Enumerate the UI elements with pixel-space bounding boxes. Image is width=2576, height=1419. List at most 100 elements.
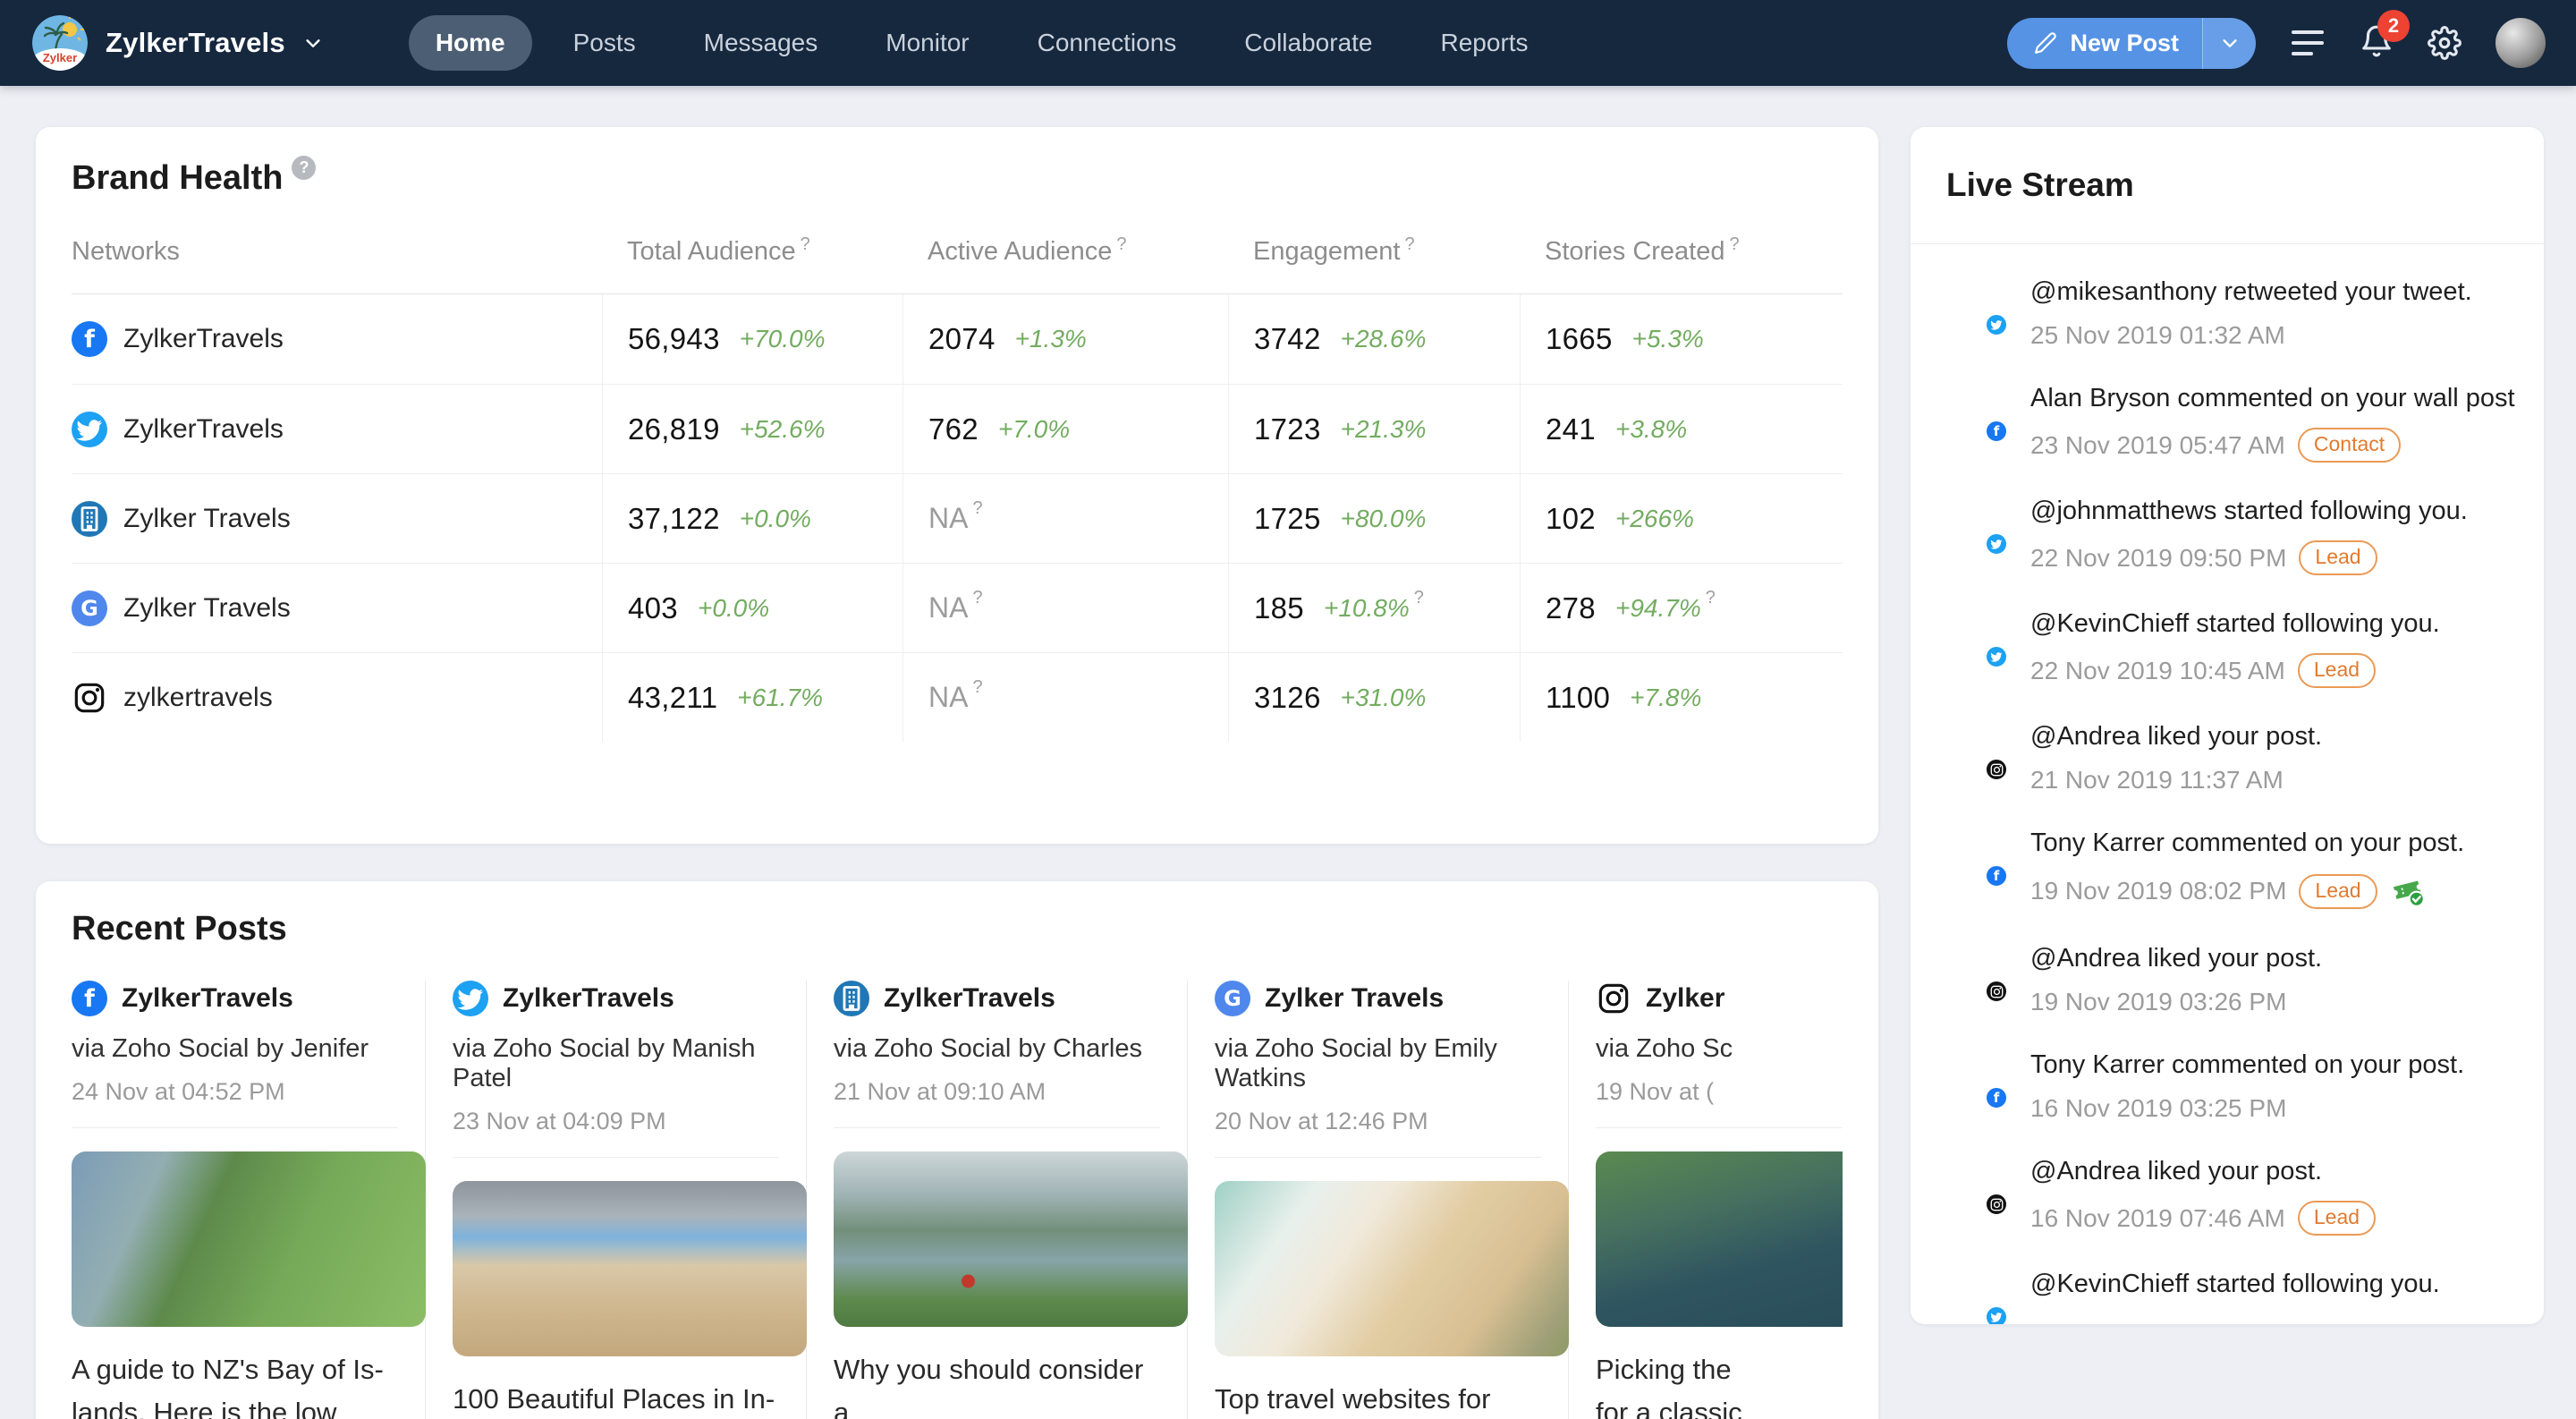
stream-item[interactable]: @johnmatthews started following you. 22 … [1946, 496, 2508, 575]
tab-monitor[interactable]: Monitor [886, 29, 970, 56]
stream-item[interactable]: f Tony Karrer commented on your post. 19… [1946, 828, 2508, 910]
twitter-icon [1984, 312, 2009, 337]
brand-logo: Zylker [32, 15, 88, 71]
network-account[interactable]: zylkertravels [72, 652, 602, 742]
metric-cell: 37,122 +0.0% [602, 473, 902, 563]
instagram-icon [1984, 979, 2009, 1004]
post-account[interactable]: ZylkerTravels [453, 981, 779, 1016]
stream-item[interactable]: @KevinChieff started following you. [1946, 1269, 2508, 1324]
help-icon[interactable]: ? [1729, 234, 1740, 254]
brand-switcher[interactable]: Zylker ZylkerTravels [32, 15, 323, 71]
feed-menu-icon[interactable] [2290, 25, 2326, 61]
facebook-icon: f [1984, 1085, 2009, 1110]
post-image[interactable] [453, 1181, 807, 1356]
avatar [1946, 943, 2009, 1004]
timestamp: 16 Nov 2019 07:46 AM [2030, 1203, 2285, 1232]
stream-item[interactable]: @Andrea liked your post. 16 Nov 2019 07:… [1946, 1156, 2508, 1236]
stream-item[interactable]: @Andrea liked your post. 19 Nov 2019 03:… [1946, 943, 2508, 1016]
gear-icon[interactable] [2428, 26, 2462, 60]
network-account[interactable]: G Zylker Travels [72, 563, 602, 652]
post-via: via Zoho Social by Emily Watkins [1215, 1034, 1497, 1092]
help-icon[interactable]: ? [800, 234, 810, 254]
post-image[interactable] [72, 1151, 426, 1327]
network-account[interactable]: Zylker Travels [72, 473, 602, 563]
tab-posts[interactable]: Posts [572, 29, 636, 56]
stream-item[interactable]: @KevinChieff started following you. 22 N… [1946, 608, 2508, 688]
metric-cell: NA? [902, 563, 1228, 652]
divider [72, 1127, 398, 1128]
help-icon[interactable]: ? [1413, 588, 1424, 608]
recent-posts-title: Recent Posts [72, 910, 287, 947]
twitter-icon [453, 981, 488, 1016]
post-image[interactable] [834, 1151, 1188, 1327]
facebook-icon: f [72, 981, 107, 1016]
divider [1215, 1157, 1541, 1158]
metric-cell: 762 +7.0% [902, 384, 1228, 473]
metric-cell: 185 +10.8%? [1228, 563, 1520, 652]
help-icon[interactable]: ? [1404, 234, 1415, 254]
post-text[interactable]: Why you should consider asummer holiday … [834, 1354, 1144, 1419]
post-account[interactable]: f ZylkerTravels [72, 981, 398, 1016]
timestamp: 25 Nov 2019 01:32 AM [2030, 321, 2285, 349]
chevron-down-icon [306, 39, 320, 47]
stream-item[interactable]: @mikesanthony retweeted your tweet. 25 N… [1946, 276, 2508, 350]
post-date: 19 Nov at ( [1596, 1078, 1715, 1105]
column-header-engagement: Engagement? [1228, 234, 1520, 294]
divider [453, 1157, 779, 1158]
column-header-active-audience: Active Audience? [902, 234, 1228, 294]
post-account[interactable]: G Zylker Travels [1215, 981, 1541, 1016]
help-icon[interactable]: ? [972, 498, 983, 518]
divider [834, 1127, 1160, 1128]
recent-posts-card: Recent Posts f ZylkerTravels via Zoho So… [36, 881, 1878, 1419]
avatar [1946, 721, 2009, 782]
post-text[interactable]: A guide to NZ's Bay of Is-lands. Here is… [72, 1354, 384, 1419]
help-icon[interactable]: ? [292, 156, 317, 180]
stream-item[interactable]: f Tony Karrer commented on your post. 16… [1946, 1049, 2508, 1123]
new-post-label: New Post [2070, 29, 2179, 56]
network-account[interactable]: ZylkerTravels [72, 384, 602, 473]
post-image[interactable] [1215, 1181, 1569, 1356]
help-icon[interactable]: ? [1705, 588, 1716, 608]
post-image[interactable] [1596, 1151, 1843, 1327]
top-navbar: Zylker ZylkerTravels Home Posts Messages… [0, 0, 2576, 86]
post-card: G Zylker Travels via Zoho Social by Emil… [1215, 981, 1569, 1419]
post-via: via Zoho Social by Manish Patel [453, 1034, 756, 1092]
column-header-total-audience: Total Audience? [602, 234, 902, 294]
avatar [1946, 496, 2009, 557]
tab-messages[interactable]: Messages [703, 29, 818, 56]
lead-badge: Lead [2299, 540, 2377, 575]
help-icon[interactable]: ? [972, 588, 983, 608]
metric-cell: NA? [902, 473, 1228, 563]
post-account[interactable]: Zylker [1596, 981, 1843, 1016]
help-icon[interactable]: ? [1116, 234, 1127, 254]
tab-reports[interactable]: Reports [1440, 29, 1529, 56]
instagram-icon [1596, 981, 1631, 1016]
stream-item[interactable]: f Alan Bryson commented on your wall pos… [1946, 383, 2515, 463]
tab-collaborate[interactable]: Collaborate [1244, 29, 1373, 56]
help-icon[interactable]: ? [972, 677, 983, 697]
new-post-dropdown-button[interactable] [2202, 17, 2256, 69]
post-text[interactable]: 100 Beautiful Places in In-dia http://ww… [453, 1383, 775, 1415]
metric-cell: 1725 +80.0% [1228, 473, 1520, 563]
tab-home[interactable]: Home [408, 15, 532, 71]
metric-cell: 3126 +31.0% [1228, 652, 1520, 742]
post-text[interactable]: Picking the for a classic [1596, 1354, 1742, 1419]
new-post-button[interactable]: New Post [2007, 18, 2202, 69]
post-via: via Zoho Social by Jenifer [72, 1034, 369, 1063]
user-avatar[interactable] [2496, 18, 2546, 68]
brand-health-table: Networks Total Audience? Active Audience… [72, 234, 1843, 742]
avatar [1946, 1269, 2009, 1324]
timestamp: 22 Nov 2019 09:50 PM [2030, 543, 2287, 572]
avatar [1946, 1156, 2009, 1217]
post-date: 24 Nov at 04:52 PM [72, 1078, 285, 1105]
stream-item[interactable]: @Andrea liked your post. 21 Nov 2019 11:… [1946, 721, 2508, 794]
post-card: Zylker via Zoho Sc 19 Nov at ( Picking t… [1596, 981, 1843, 1419]
post-text[interactable]: Top travel websites forplanning your nex… [1215, 1383, 1491, 1415]
network-account[interactable]: f ZylkerTravels [72, 294, 602, 384]
tab-connections[interactable]: Connections [1037, 29, 1177, 56]
post-account[interactable]: ZylkerTravels [834, 981, 1160, 1016]
live-stream-title: Live Stream [1946, 166, 2134, 203]
timestamp: 21 Nov 2019 11:37 AM [2030, 766, 2284, 794]
notifications-button[interactable]: 2 [2360, 9, 2410, 63]
brand-health-card: Brand Health ? Networks Total Audience? … [36, 127, 1878, 844]
